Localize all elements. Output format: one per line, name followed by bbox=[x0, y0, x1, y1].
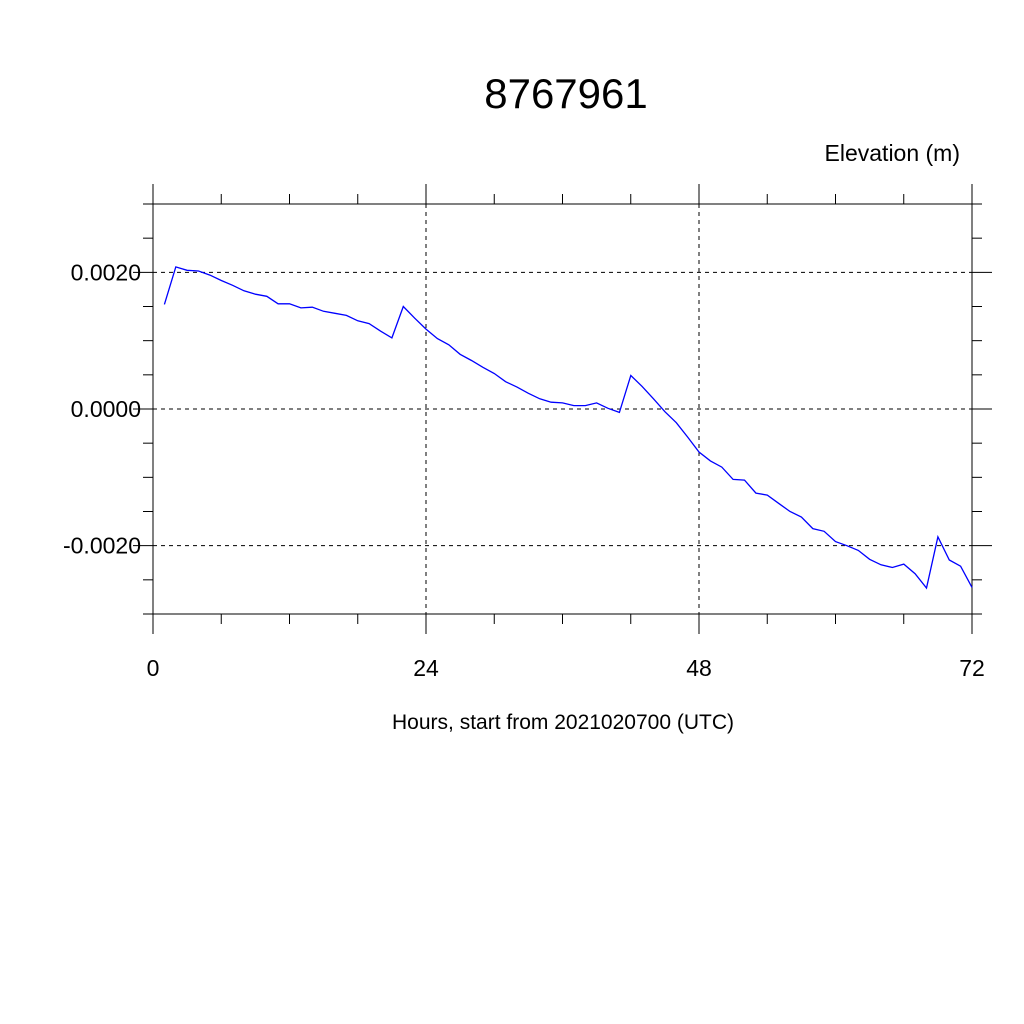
y-axis-label: Elevation (m) bbox=[825, 140, 960, 166]
y-tick-label: 0.0020 bbox=[71, 259, 141, 285]
x-tick-label: 48 bbox=[686, 655, 712, 681]
x-tick-label: 0 bbox=[147, 655, 160, 681]
plot-frame bbox=[152, 203, 973, 615]
y-tick-label: 0.0000 bbox=[71, 396, 141, 422]
x-tick-label: 24 bbox=[413, 655, 439, 681]
chart-title: 8767961 bbox=[484, 70, 648, 117]
grid bbox=[153, 204, 972, 614]
x-tick-labels: 0 24 48 72 bbox=[147, 655, 985, 681]
x-tick-label: 72 bbox=[959, 655, 985, 681]
x-axis-label: Hours, start from 2021020700 (UTC) bbox=[392, 711, 734, 734]
y-tick-label: -0.0020 bbox=[63, 533, 141, 559]
series-line bbox=[163, 266, 973, 590]
axis-ticks bbox=[133, 184, 992, 634]
y-tick-labels: -0.0020 0.0000 0.0020 bbox=[63, 259, 141, 558]
